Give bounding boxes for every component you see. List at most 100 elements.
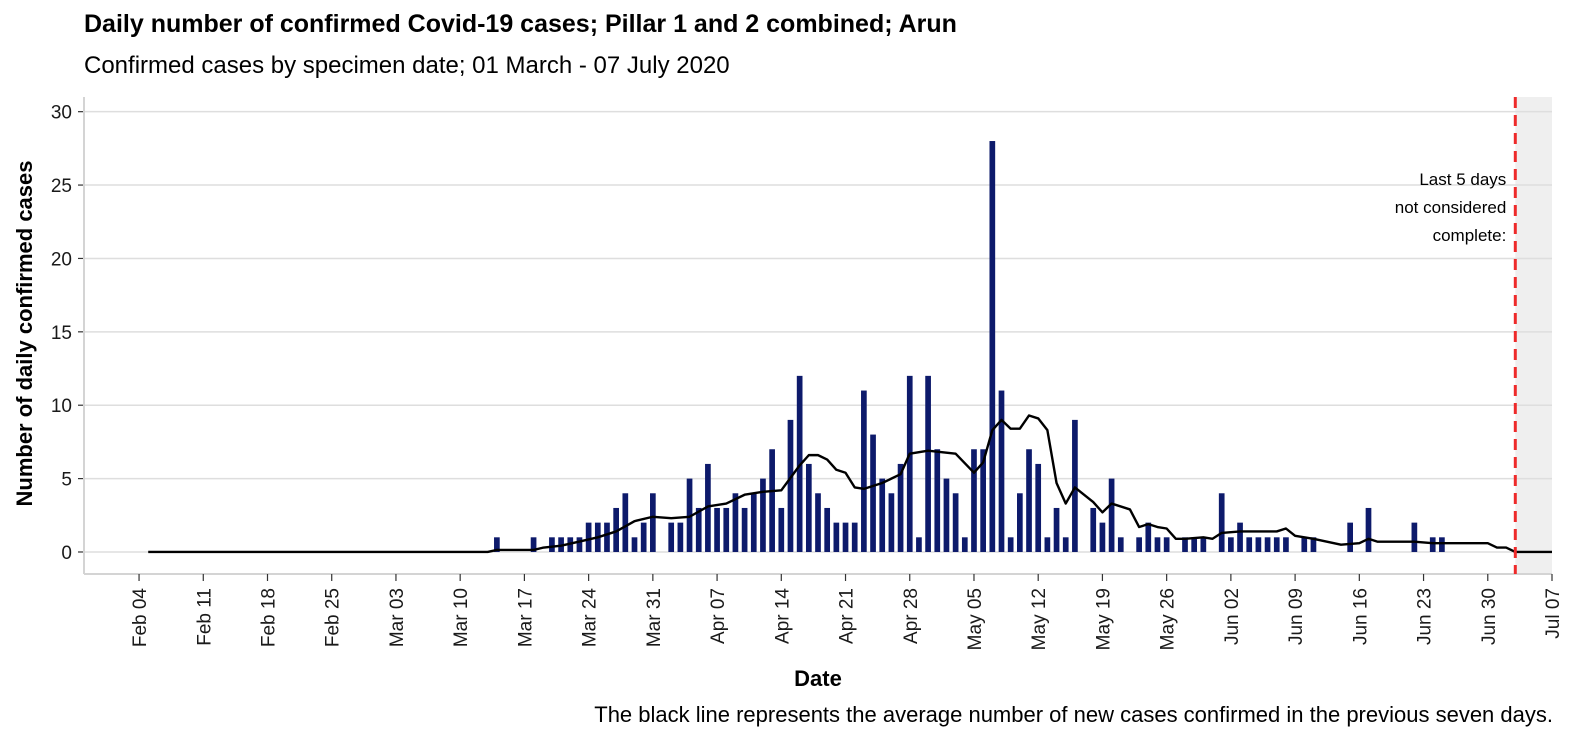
bar [631,537,638,552]
annotation-line: complete: [1433,226,1507,245]
bar [677,522,684,552]
chart-subtitle: Confirmed cases by specimen date; 01 Mar… [84,52,730,79]
bar [1264,537,1271,552]
x-tick-label: Jun 02 [1222,588,1243,645]
bar [879,478,886,552]
bar [1035,463,1042,552]
bar [1347,522,1353,552]
bar [613,507,619,552]
x-tick-label: Apr 28 [901,588,922,644]
bar [1026,449,1032,552]
bar [934,449,941,552]
bar [604,522,610,552]
bar [851,522,858,552]
bar [640,522,647,552]
x-tick-label: Mar 03 [387,588,408,647]
bar [906,375,913,552]
bar [1191,537,1198,552]
bar [1154,537,1161,552]
bar [1182,537,1188,552]
bar [723,507,730,552]
bar [815,493,821,552]
bar [1273,537,1280,552]
x-axis-title: Date [794,666,842,691]
bar [824,507,831,552]
bar [1145,522,1152,552]
bar [530,537,537,552]
x-tick-label: Jun 23 [1415,588,1436,645]
bar [732,493,739,552]
bar [1108,478,1115,552]
bar [1090,507,1097,552]
bar [787,419,794,552]
bar [686,478,693,552]
annotation: Last 5 days not considered complete: [1395,170,1507,245]
incomplete-period-shade-layer [1515,97,1552,574]
bar [1310,537,1317,552]
annotation-line: Last 5 days [1419,170,1506,189]
x-tick-label: Jun 16 [1350,588,1371,645]
bar [1099,522,1106,552]
x-tick-label: Jul 07 [1543,588,1564,639]
y-tick-label: 5 [61,470,72,491]
axes [78,97,1553,581]
bar [1228,537,1234,552]
bar [1007,537,1014,552]
x-tick-label: Feb 11 [194,588,215,646]
y-tick-label: 15 [51,323,72,344]
bar [714,507,720,552]
bar [897,463,904,552]
bar [705,463,711,552]
bar [1365,507,1372,552]
x-tick-label: May 26 [1158,588,1179,650]
x-tick-label: Apr 21 [837,588,858,644]
annotation-line: not considered [1395,198,1507,217]
bar [1237,522,1243,552]
bar [1053,507,1060,552]
x-tick-label: May 19 [1093,588,1114,650]
bar [750,493,757,552]
bar [1301,537,1308,552]
bar [769,449,775,552]
x-tick-label: Mar 10 [451,588,472,647]
gridlines [84,110,1552,553]
bar [1439,537,1445,552]
incomplete-period-shade [1515,97,1552,574]
bar [1411,522,1418,552]
bars [494,141,1445,552]
x-tick-label: Feb 25 [323,588,344,647]
bar [842,522,849,552]
bar [1136,537,1142,552]
bar [870,434,876,552]
bar [778,507,785,552]
chart-title: Daily number of confirmed Covid-19 cases… [84,10,957,38]
x-tick-label: Apr 07 [708,588,729,644]
x-tick-label: Jun 09 [1286,588,1307,645]
bar [961,537,968,552]
bar [888,493,895,552]
bar [1062,537,1069,552]
bar [695,507,702,552]
bar [622,493,629,552]
x-tick-label: Jun 30 [1479,588,1500,645]
bar [668,522,675,552]
bar [998,390,1005,552]
bar [760,478,766,552]
seven-day-average-line [148,414,1552,554]
bar [952,493,959,552]
bar [1200,537,1207,552]
x-tick-label: Apr 14 [772,588,793,644]
x-tick-label: Feb 18 [259,588,280,647]
bar [1218,493,1225,552]
bar [650,493,656,552]
bar [741,507,748,552]
bar [971,449,977,552]
bar [805,463,812,552]
bar [1246,537,1253,552]
y-tick-label: 20 [51,249,72,270]
bar [989,141,996,552]
bar [1072,419,1078,552]
bar [549,537,555,552]
bar [585,522,592,552]
